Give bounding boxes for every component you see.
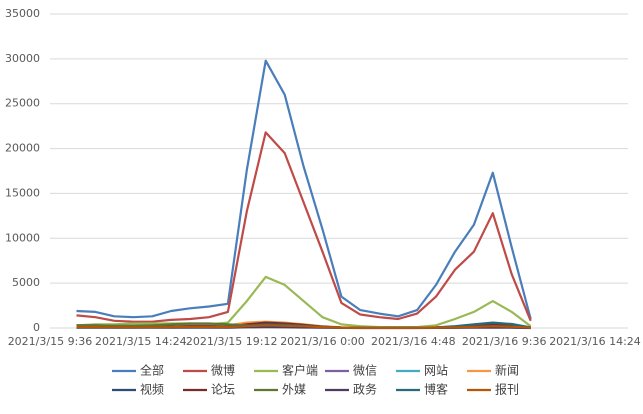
legend-label: 微信 xyxy=(353,364,377,378)
legend-label: 外媒 xyxy=(282,383,306,397)
series-line xyxy=(76,275,532,329)
legend-label: 新闻 xyxy=(495,363,519,378)
y-tick-label: 10000 xyxy=(5,231,40,244)
x-tick-label: 2021/3/15 9:36 xyxy=(8,335,93,348)
series-line xyxy=(76,324,531,329)
y-tick-label: 20000 xyxy=(5,142,40,155)
legend-label: 政务 xyxy=(353,382,377,397)
x-tick-label: 2021/3/15 14:24 xyxy=(95,335,187,348)
y-tick-label: 5000 xyxy=(12,276,40,289)
x-tick-label: 2021/3/16 4:48 xyxy=(371,335,456,348)
y-tick-label: 15000 xyxy=(5,186,40,199)
legend-label: 视频 xyxy=(140,382,164,397)
y-tick-label: 30000 xyxy=(5,52,40,65)
legend-label: 客户端 xyxy=(282,363,318,378)
legend-label: 微博 xyxy=(211,363,235,378)
legend-label: 报刊 xyxy=(495,382,519,397)
legend-label: 网站 xyxy=(424,364,448,378)
y-tick-label: 25000 xyxy=(5,97,40,110)
x-tick-label: 2021/3/15 19:12 xyxy=(186,335,278,348)
series-line xyxy=(76,59,532,320)
legend-label: 全部 xyxy=(140,363,164,378)
y-tick-label: 35000 xyxy=(5,7,40,20)
legend-label: 论坛 xyxy=(211,383,235,397)
x-tick-label: 2021/3/16 0:00 xyxy=(280,335,365,348)
x-tick-label: 2021/3/16 14:24 xyxy=(549,335,641,348)
series-line xyxy=(76,131,532,323)
x-tick-label: 2021/3/16 9:36 xyxy=(462,335,547,348)
legend-label: 博客 xyxy=(424,382,448,397)
y-tick-label: 0 xyxy=(33,321,40,334)
